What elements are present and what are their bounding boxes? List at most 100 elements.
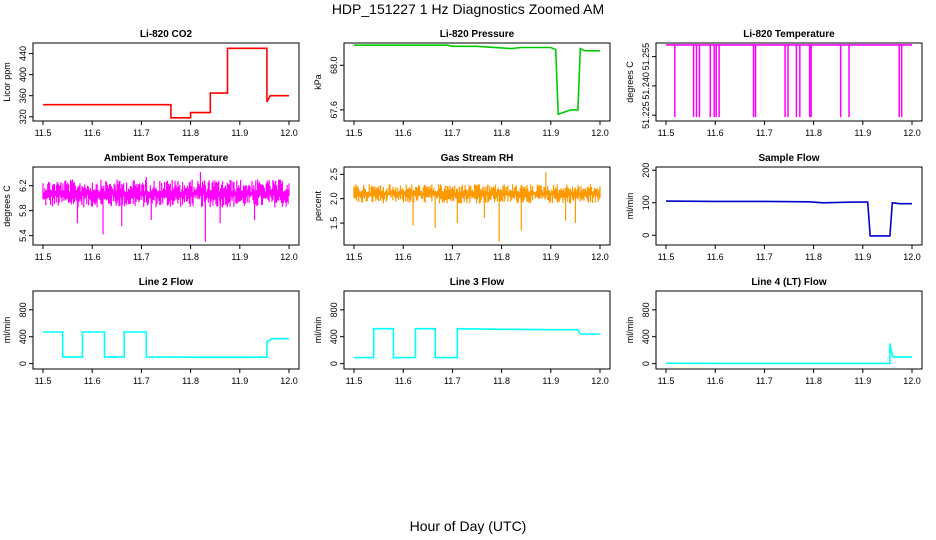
panel-title: Sample Flow (758, 153, 819, 164)
x-tick-label: 11.9 (231, 252, 248, 262)
y-axis-label: kPa (313, 74, 323, 90)
panel-2: Li-820 Pressure kPa 11.5 11.6 11.7 11.8 11.9 12… (313, 29, 611, 138)
x-tick-label: 12.0 (903, 376, 921, 386)
panel-title: Li-820 Pressure (440, 29, 515, 40)
x-tick-label: 11.6 (707, 128, 724, 138)
x-tick-label: 11.5 (346, 128, 363, 138)
x-tick-label: 12.0 (280, 376, 298, 386)
x-tick-label: 11.6 (395, 252, 412, 262)
x-tick-label: 11.5 (35, 128, 52, 138)
data-group (665, 343, 912, 365)
x-tick-label: 11.9 (231, 128, 248, 138)
data-group (42, 171, 290, 242)
x-tick-label: 11.9 (542, 376, 559, 386)
x-tick-label: 11.8 (805, 376, 822, 386)
plot-frame (32, 42, 300, 122)
panel-3: Li-820 Temperature degrees C 11.5 11.6 11.7 1… (625, 29, 923, 138)
x-tick-label: 11.6 (84, 128, 101, 138)
y-tick-label: 800 (329, 302, 339, 317)
panel-8: Line 3 Flow ml/min 11.5 11.6 11.7 11.8 11.9 12.… (313, 277, 611, 386)
panel-title: Ambient Box Temperature (104, 153, 229, 164)
x-tick-label: 11.5 (346, 376, 363, 386)
y-tick-label: 51.225 (641, 101, 651, 129)
x-tick-label: 12.0 (903, 128, 921, 138)
x-tick-label: 11.5 (658, 128, 675, 138)
y-tick-label: 440 (18, 46, 28, 61)
y-tick-label: 400 (641, 329, 651, 344)
data-group (353, 171, 601, 242)
panel-5: Gas Stream RH percent 11.5 11.6 11.7 11.8 11.9… (313, 153, 611, 262)
x-tick-label: 12.0 (280, 252, 298, 262)
plot-frame (343, 290, 611, 370)
plot-frame (343, 42, 611, 122)
x-tick-label: 11.7 (756, 376, 773, 386)
y-tick-label: 6.2 (18, 179, 28, 192)
x-tick-label: 11.5 (35, 252, 52, 262)
x-tick-label: 11.7 (444, 128, 461, 138)
panel-6: Sample Flow ml/min 11.5 11.6 11.7 11.8 11.9 12.… (625, 153, 923, 262)
x-tick-label: 11.7 (444, 376, 461, 386)
x-tick-label: 11.8 (805, 252, 822, 262)
y-tick-label: 5.8 (18, 204, 28, 217)
y-tick-label: 68.0 (329, 57, 339, 75)
x-tick-label: 12.0 (903, 252, 921, 262)
series-line (665, 343, 912, 365)
y-axis-label: Licor ppm (2, 62, 12, 102)
panel-9: Line 4 (LT) Flow ml/min 11.5 11.6 11.7 11.8 11… (625, 277, 923, 386)
y-tick-label: 1.5 (329, 217, 339, 230)
panel-7: Line 2 Flow ml/min 11.5 11.6 11.7 11.8 11.9 12.… (2, 277, 300, 386)
x-tick-label: 11.9 (854, 376, 871, 386)
x-tick-label: 11.8 (493, 376, 510, 386)
y-tick-label: 0 (641, 233, 651, 238)
data-group (43, 47, 289, 119)
x-tick-label: 11.6 (84, 252, 101, 262)
panel-title: Line 2 Flow (139, 277, 194, 288)
x-tick-label: 11.6 (707, 252, 724, 262)
x-tick-label: 11.8 (182, 252, 199, 262)
x-tick-label: 11.7 (133, 128, 150, 138)
noise-band (353, 184, 601, 204)
noise-band (42, 179, 290, 208)
y-axis-label: ml/min (313, 317, 323, 344)
plot-frame (343, 166, 611, 246)
series-line (354, 44, 600, 116)
x-tick-label: 11.9 (542, 252, 559, 262)
y-tick-label: 800 (18, 302, 28, 317)
y-axis-label: ml/min (2, 317, 12, 344)
x-tick-label: 12.0 (591, 128, 609, 138)
y-tick-label: 360 (18, 88, 28, 103)
x-tick-label: 11.7 (756, 252, 773, 262)
data-group (43, 331, 289, 359)
x-tick-label: 11.9 (854, 128, 871, 138)
y-axis-label: degrees C (2, 185, 12, 227)
y-axis-label: degrees C (625, 61, 635, 103)
y-axis-label: ml/min (625, 317, 635, 344)
data-group (666, 44, 912, 118)
x-tick-label: 12.0 (591, 376, 609, 386)
series-line (354, 327, 600, 359)
panel-title: Li-820 Temperature (743, 29, 835, 40)
x-tick-label: 12.0 (280, 128, 298, 138)
y-tick-label: 320 (18, 109, 28, 124)
y-tick-label: 51.240 (641, 72, 651, 100)
y-tick-label: 400 (18, 67, 28, 82)
x-tick-label: 11.7 (756, 128, 773, 138)
x-tick-label: 11.8 (493, 252, 510, 262)
series-line (665, 200, 912, 237)
y-tick-label: 0 (18, 361, 28, 366)
x-tick-label: 11.8 (182, 128, 199, 138)
x-tick-label: 11.9 (854, 252, 871, 262)
x-tick-label: 11.9 (542, 128, 559, 138)
series-line (43, 47, 289, 119)
y-tick-label: 800 (641, 302, 651, 317)
x-axis-label: Hour of Day (UTC) (409, 518, 527, 534)
plot-frame (32, 290, 300, 370)
y-axis-label: percent (313, 190, 323, 221)
x-tick-label: 11.8 (805, 128, 822, 138)
panel-4: Ambient Box Temperature degrees C 11.5 11.6… (2, 153, 300, 262)
x-tick-label: 11.5 (346, 252, 363, 262)
x-tick-label: 11.6 (395, 128, 412, 138)
x-tick-label: 11.8 (493, 128, 510, 138)
x-tick-label: 11.6 (84, 376, 101, 386)
